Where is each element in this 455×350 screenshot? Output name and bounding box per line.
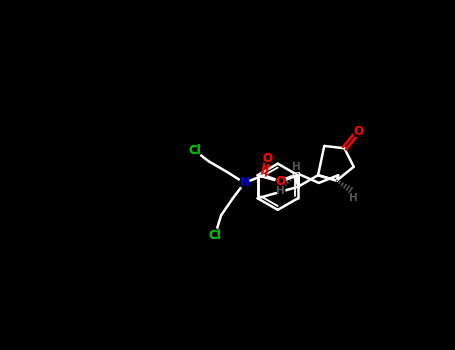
Circle shape: [293, 163, 300, 170]
Circle shape: [277, 187, 285, 195]
Circle shape: [276, 177, 285, 186]
Circle shape: [353, 126, 364, 137]
Circle shape: [263, 154, 272, 163]
Circle shape: [209, 229, 221, 241]
Text: Cl: Cl: [208, 229, 221, 242]
Text: N: N: [239, 176, 249, 189]
Circle shape: [276, 177, 285, 186]
Text: O: O: [276, 175, 286, 188]
Circle shape: [263, 154, 272, 163]
Text: O: O: [276, 175, 286, 188]
Text: Cl: Cl: [188, 144, 201, 157]
Text: O: O: [263, 152, 273, 165]
Circle shape: [209, 229, 221, 241]
Text: Cl: Cl: [208, 229, 221, 242]
Text: Cl: Cl: [188, 144, 201, 157]
Text: H: H: [349, 193, 358, 203]
Text: O: O: [354, 125, 364, 138]
Circle shape: [189, 145, 201, 157]
Text: H: H: [277, 186, 285, 196]
Polygon shape: [293, 173, 299, 187]
Circle shape: [189, 145, 201, 157]
Text: N: N: [239, 176, 249, 189]
Text: H: H: [292, 162, 301, 172]
Circle shape: [240, 178, 249, 188]
Circle shape: [240, 178, 249, 188]
Circle shape: [350, 194, 358, 201]
Text: O: O: [263, 152, 273, 165]
